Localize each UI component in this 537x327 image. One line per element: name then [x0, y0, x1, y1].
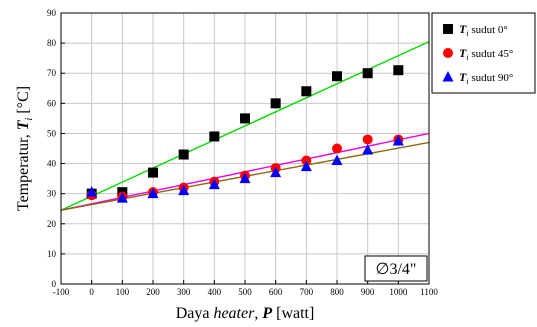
square-marker: [362, 68, 373, 79]
x-tick-label: 100: [116, 287, 130, 297]
square-marker: [393, 65, 404, 76]
legend-label: Ti sudut 90°: [459, 70, 513, 86]
triangle-marker: [270, 166, 282, 178]
x-axis-title: Daya heater, P [watt]: [176, 305, 315, 322]
triangle-marker: [392, 134, 404, 146]
square-marker: [332, 71, 342, 82]
triangle-marker: [362, 144, 374, 155]
legend-label: Ti sudut 45°: [459, 46, 513, 62]
y-tick-label: 40: [47, 159, 57, 169]
y-tick-label: 20: [47, 219, 57, 229]
square-marker: [301, 86, 312, 97]
circle-marker: [301, 155, 312, 166]
annotation-text: ∅3/4": [376, 261, 417, 278]
x-tick-label: 1100: [420, 287, 438, 297]
y-tick-label: 90: [47, 8, 57, 18]
y-tick-label: 50: [47, 128, 57, 138]
x-tick-label: 600: [269, 287, 283, 297]
triangle-marker: [178, 184, 190, 196]
y-tick-label: 60: [47, 98, 57, 108]
y-tick-label: 0: [52, 279, 57, 289]
data-points: [86, 65, 404, 203]
square-marker: [443, 24, 453, 34]
square-marker: [148, 167, 158, 178]
y-axis-title: Temperatur, Ti [°C]: [15, 86, 35, 211]
legend-label: Ti sudut 0°: [459, 22, 508, 38]
square-marker: [209, 131, 220, 142]
y-tick-label: 70: [47, 68, 57, 78]
x-tick-label: 400: [208, 287, 222, 297]
annotation-box: ∅3/4": [364, 255, 428, 282]
x-tick-label: 800: [330, 287, 344, 297]
y-tick-label: 30: [47, 189, 57, 199]
circle-marker: [362, 134, 373, 145]
x-tick-label: 300: [177, 287, 191, 297]
y-tick-label: 80: [47, 38, 57, 48]
square-marker: [270, 98, 281, 109]
triangle-marker: [331, 154, 343, 166]
circle-marker: [443, 48, 453, 58]
series-triangle: [86, 134, 404, 203]
annotation-frame: [364, 255, 428, 282]
triangle-marker: [116, 192, 128, 203]
circle-marker: [332, 143, 342, 154]
x-tick-label: -100: [53, 287, 70, 297]
triangle-marker: [208, 178, 220, 190]
triangle-marker: [86, 186, 98, 197]
triangle-marker: [239, 172, 251, 184]
grid-layer: [60, 12, 430, 285]
y-tick-label: 10: [47, 249, 57, 259]
x-tick-label: 0: [89, 287, 94, 297]
x-tick-label: 200: [146, 287, 160, 297]
legend: Ti sudut 0° Ti sudut 45° Ti sudut 90°: [431, 12, 536, 94]
triangle-marker: [147, 187, 159, 199]
x-tick-label: 700: [300, 287, 314, 297]
triangle-marker: [442, 71, 454, 82]
x-tick-label: 1000: [389, 287, 408, 297]
square-marker: [240, 113, 250, 124]
square-marker: [178, 149, 189, 160]
triangle-marker: [300, 160, 312, 172]
x-tick-label: 900: [361, 287, 375, 297]
x-tick-label: 500: [238, 287, 252, 297]
